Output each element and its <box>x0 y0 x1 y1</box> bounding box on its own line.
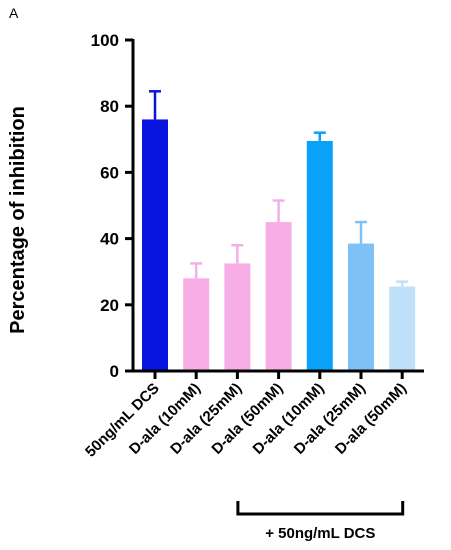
panel-letter: A <box>9 5 19 21</box>
y-tick-label-2: 40 <box>100 230 119 249</box>
error-bars-group <box>149 90 409 287</box>
y-tick-label-5: 100 <box>91 31 119 50</box>
x-tick-label-2: D-ala (25mM) <box>167 380 245 458</box>
bar-4 <box>306 140 333 371</box>
bar-3 <box>265 222 292 371</box>
bar-0 <box>142 119 168 371</box>
bar-1 <box>183 278 210 371</box>
bar-6 <box>389 286 416 371</box>
y-axis-title: Percentage of inhibition <box>7 106 29 334</box>
x-tick-label-6: D-ala (50mM) <box>332 380 410 458</box>
y-tick-label-3: 60 <box>100 163 119 182</box>
bracket-label: + 50ng/mL DCS <box>265 525 375 542</box>
bar-5 <box>348 243 374 371</box>
bars-group <box>142 119 416 371</box>
x-tick-label-4: D-ala (10mM) <box>250 380 328 458</box>
y-tick-label-0: 0 <box>110 362 119 381</box>
y-tick-label-4: 80 <box>100 97 119 116</box>
x-tick-label-5: D-ala (25mM) <box>291 380 369 458</box>
bracket: + 50ng/mL DCS <box>236 501 405 542</box>
x-tick-label-3: D-ala (50mM) <box>208 380 286 458</box>
x-tick-label-1: D-ala (10mM) <box>126 380 204 458</box>
bar-2 <box>224 263 251 371</box>
bracket-line <box>236 501 405 516</box>
y-tick-label-1: 20 <box>100 296 119 315</box>
y-ticks-group: 0 20 40 60 80 100 <box>91 31 133 381</box>
